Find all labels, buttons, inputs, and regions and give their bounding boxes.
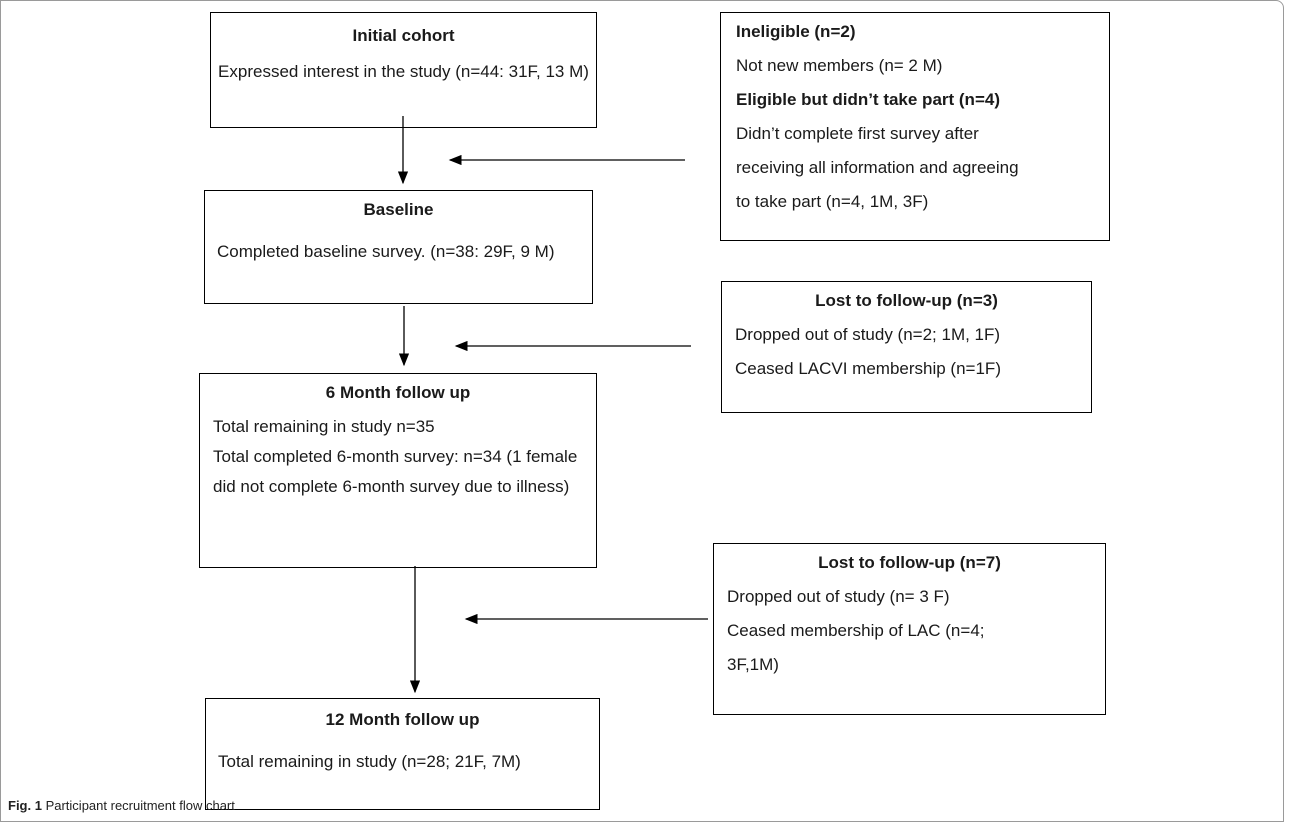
lost-to-follow-up-1-title: Lost to follow-up (n=3) <box>815 291 998 310</box>
ineligible-title: Ineligible (n=2) <box>736 22 856 41</box>
twelve-month-title: 12 Month follow up <box>325 710 480 729</box>
lost-to-follow-up-2-line-1: Dropped out of study (n= 3 F) <box>727 587 950 606</box>
baseline-text: Completed baseline survey. (n=38: 29F, 9… <box>217 242 555 261</box>
eligible-not-participating-title: Eligible but didn’t take part (n=4) <box>736 90 1000 109</box>
six-month-line-2: Total completed 6-month survey: n=34 (1 … <box>213 447 578 466</box>
ineligible-text: Not new members (n= 2 M) <box>736 56 943 75</box>
initial-cohort-text: Expressed interest in the study (n=44: 3… <box>218 62 589 81</box>
lost-to-follow-up-2-line-2: Ceased membership of LAC (n=4; <box>727 621 985 640</box>
eligible-not-participating-line-3: to take part (n=4, 1M, 3F) <box>736 192 929 211</box>
six-month-line-3: did not complete 6-month survey due to i… <box>213 477 570 496</box>
eligible-not-participating-line-1: Didn’t complete first survey after <box>736 124 979 143</box>
figure-caption-label: Fig. 1 <box>8 798 42 813</box>
lost-to-follow-up-box-2: Lost to follow-up (n=7) Dropped out of s… <box>713 543 1106 715</box>
ineligible-box: Ineligible (n=2) Not new members (n= 2 M… <box>720 12 1110 241</box>
figure-caption-text: Participant recruitment flow chart <box>45 798 235 813</box>
initial-cohort-title: Initial cohort <box>352 26 455 45</box>
six-month-box: 6 Month follow up Total remaining in stu… <box>199 373 597 568</box>
lost-to-follow-up-1-line-2: Ceased LACVI membership (n=1F) <box>735 359 1001 378</box>
lost-to-follow-up-2-line-3: 3F,1M) <box>727 655 779 674</box>
figure-caption: Fig. 1 Participant recruitment flow char… <box>8 798 235 813</box>
lost-to-follow-up-box-1: Lost to follow-up (n=3) Dropped out of s… <box>721 281 1092 413</box>
six-month-title: 6 Month follow up <box>325 383 471 402</box>
baseline-box: Baseline Completed baseline survey. (n=3… <box>204 190 593 304</box>
twelve-month-text: Total remaining in study (n=28; 21F, 7M) <box>218 752 521 771</box>
six-month-line-1: Total remaining in study n=35 <box>213 417 435 436</box>
baseline-title: Baseline <box>363 200 434 219</box>
lost-to-follow-up-1-line-1: Dropped out of study (n=2; 1M, 1F) <box>735 325 1001 344</box>
eligible-not-participating-line-2: receiving all information and agreeing <box>736 158 1019 177</box>
lost-to-follow-up-2-title: Lost to follow-up (n=7) <box>818 553 1001 572</box>
twelve-month-box: 12 Month follow up Total remaining in st… <box>205 698 600 810</box>
initial-cohort-box: Initial cohort Expressed interest in the… <box>210 12 597 128</box>
